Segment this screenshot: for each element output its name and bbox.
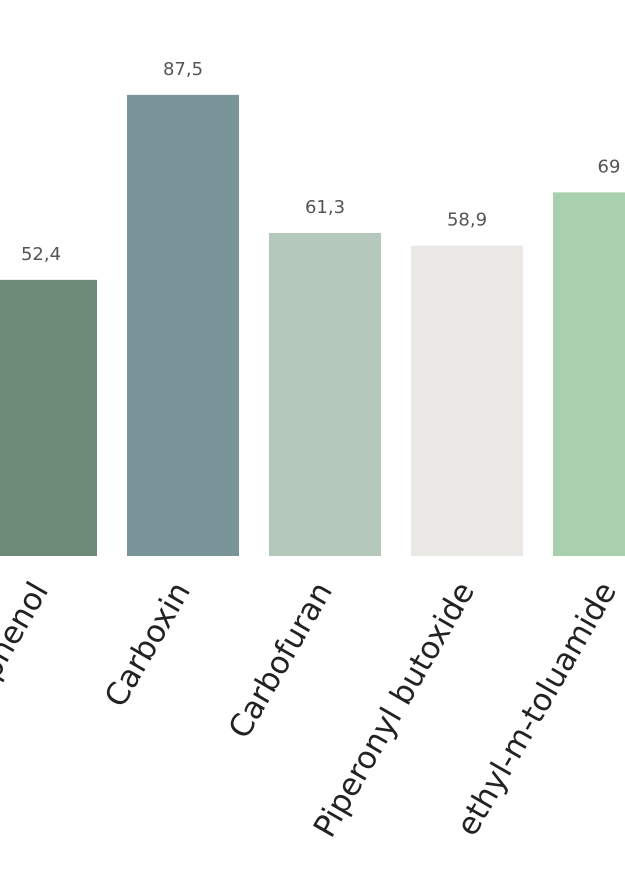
x-tick-label: Piperonyl butoxide: [307, 576, 482, 843]
x-tick-label: ethyl-m-toluamide: [450, 576, 624, 842]
value-label: 87,5: [163, 59, 203, 80]
x-tick-label: phenol: [0, 576, 56, 685]
bar: [127, 94, 239, 556]
x-tick-label: Carbofuran: [222, 576, 340, 745]
bar: [411, 245, 523, 557]
value-label: 69: [598, 156, 621, 177]
value-label: 52,4: [21, 244, 61, 265]
x-tick-label: Carboxin: [98, 576, 198, 713]
bar: [0, 279, 97, 556]
bar: [553, 192, 625, 556]
bar: [269, 232, 381, 556]
value-label: 61,3: [305, 197, 345, 218]
value-label: 58,9: [447, 210, 487, 231]
